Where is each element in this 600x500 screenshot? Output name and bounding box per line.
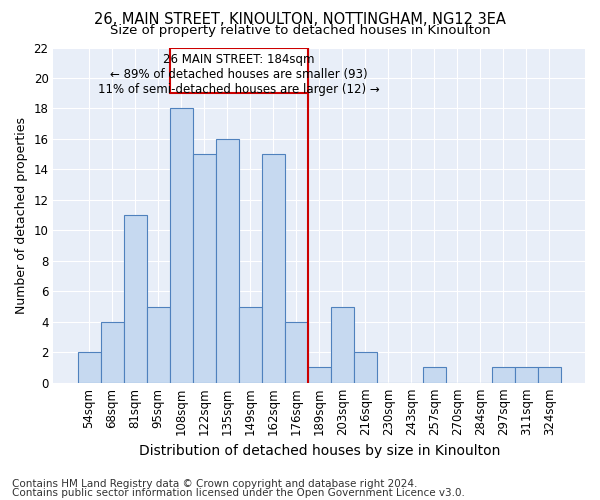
Bar <box>308 368 331 382</box>
Text: 11% of semi-detached houses are larger (12) →: 11% of semi-detached houses are larger (… <box>98 84 380 96</box>
X-axis label: Distribution of detached houses by size in Kinoulton: Distribution of detached houses by size … <box>139 444 500 458</box>
Bar <box>331 306 354 382</box>
Text: Size of property relative to detached houses in Kinoulton: Size of property relative to detached ho… <box>110 24 490 37</box>
Bar <box>239 306 262 382</box>
Bar <box>492 368 515 382</box>
Bar <box>538 368 561 382</box>
Text: 26, MAIN STREET, KINOULTON, NOTTINGHAM, NG12 3EA: 26, MAIN STREET, KINOULTON, NOTTINGHAM, … <box>94 12 506 28</box>
Bar <box>262 154 284 382</box>
Bar <box>77 352 101 382</box>
Text: Contains public sector information licensed under the Open Government Licence v3: Contains public sector information licen… <box>12 488 465 498</box>
Bar <box>146 306 170 382</box>
Bar <box>515 368 538 382</box>
Bar <box>423 368 446 382</box>
Bar <box>284 322 308 382</box>
Bar <box>354 352 377 382</box>
Bar <box>193 154 215 382</box>
Bar <box>124 215 146 382</box>
Bar <box>215 139 239 382</box>
Text: 26 MAIN STREET: 184sqm: 26 MAIN STREET: 184sqm <box>163 53 314 66</box>
Bar <box>170 108 193 382</box>
Text: Contains HM Land Registry data © Crown copyright and database right 2024.: Contains HM Land Registry data © Crown c… <box>12 479 418 489</box>
Text: ← 89% of detached houses are smaller (93): ← 89% of detached houses are smaller (93… <box>110 68 367 81</box>
Bar <box>101 322 124 382</box>
Bar <box>170 48 308 93</box>
Y-axis label: Number of detached properties: Number of detached properties <box>15 116 28 314</box>
